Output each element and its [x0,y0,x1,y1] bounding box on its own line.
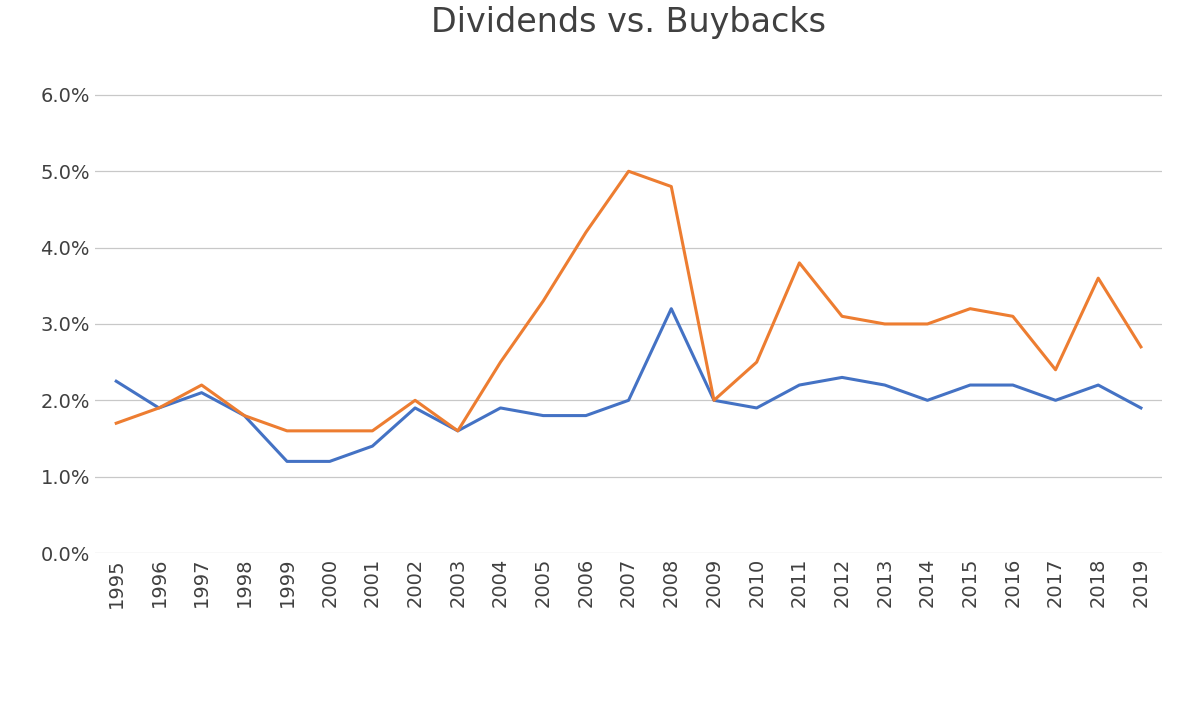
Buybacks [195,381,209,389]
Buybacks [109,419,123,428]
Buybacks [493,358,508,367]
Buybacks [707,396,721,405]
Dividends [621,396,636,405]
Dividends [792,381,806,389]
Dividends [152,403,166,412]
Line: Buybacks: Buybacks [116,172,1141,431]
Buybacks [750,358,764,367]
Line: Dividends: Dividends [116,308,1141,462]
Dividends [536,411,550,420]
Buybacks [579,228,593,237]
Dividends [280,457,294,466]
Buybacks [408,396,422,405]
Legend: Dividends, Buybacks: Dividends, Buybacks [429,703,828,709]
Buybacks [792,259,806,267]
Dividends [493,403,508,412]
Dividends [365,442,380,450]
Buybacks [152,403,166,412]
Dividends [579,411,593,420]
Dividends [664,304,678,313]
Buybacks [1091,274,1105,282]
Buybacks [280,427,294,435]
Dividends [1006,381,1020,389]
Buybacks [835,312,849,320]
Dividends [878,381,892,389]
Buybacks [621,167,636,176]
Dividends [237,411,251,420]
Dividends [1134,403,1148,412]
Buybacks [1134,342,1148,351]
Dividends [323,457,337,466]
Dividends [1091,381,1105,389]
Buybacks [536,297,550,306]
Buybacks [878,320,892,328]
Title: Dividends vs. Buybacks: Dividends vs. Buybacks [431,6,827,39]
Dividends [451,427,465,435]
Buybacks [664,182,678,191]
Dividends [963,381,977,389]
Dividends [408,403,422,412]
Buybacks [323,427,337,435]
Buybacks [963,304,977,313]
Buybacks [1048,366,1063,374]
Dividends [750,403,764,412]
Dividends [707,396,721,405]
Buybacks [920,320,935,328]
Dividends [920,396,935,405]
Dividends [109,377,123,386]
Buybacks [1006,312,1020,320]
Dividends [195,389,209,397]
Buybacks [451,427,465,435]
Dividends [835,373,849,381]
Dividends [1048,396,1063,405]
Buybacks [237,411,251,420]
Buybacks [365,427,380,435]
